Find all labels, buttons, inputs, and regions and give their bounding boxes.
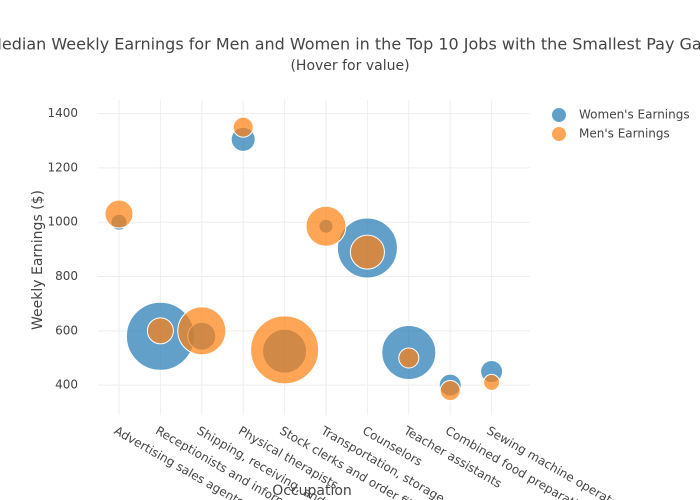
- bubble: [104, 199, 134, 229]
- y-tick-label: 1000: [47, 215, 78, 229]
- legend-marker: [552, 127, 566, 141]
- legend-label: Women's Earnings: [579, 108, 690, 122]
- chart-subtitle: (Hover for value): [290, 58, 409, 74]
- legend-label: Men's Earnings: [579, 127, 670, 141]
- y-tick-label: 600: [55, 323, 78, 337]
- x-axis-label: Occupation: [272, 483, 352, 499]
- y-tick-label: 1400: [47, 106, 78, 120]
- bubble: [232, 116, 254, 138]
- bubble: [398, 347, 420, 369]
- bubble: [349, 234, 385, 270]
- y-tick-label: 400: [55, 378, 78, 392]
- bubble: [305, 205, 347, 247]
- bubble: [250, 315, 320, 385]
- y-tick-label: 1200: [47, 160, 78, 174]
- bubble: [146, 317, 174, 345]
- y-tick-label: 800: [55, 269, 78, 283]
- bubble: [483, 373, 501, 391]
- chart-title: Median Weekly Earnings for Men and Women…: [0, 35, 700, 54]
- legend-marker: [552, 108, 566, 122]
- y-axis-label: Weekly Earnings ($): [30, 190, 46, 330]
- bubble: [439, 380, 461, 402]
- bubble: [177, 306, 227, 356]
